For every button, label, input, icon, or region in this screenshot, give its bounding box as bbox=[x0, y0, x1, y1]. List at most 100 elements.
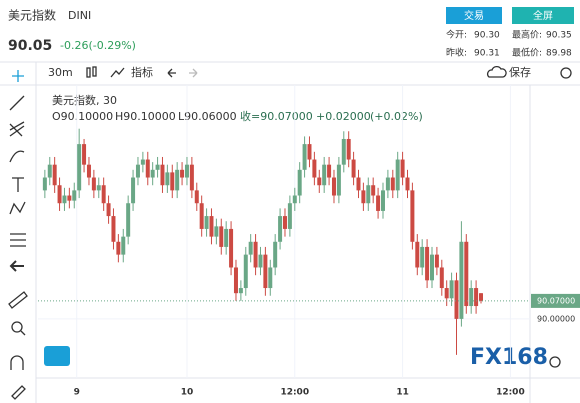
candle-body bbox=[180, 169, 185, 178]
trade-label[interactable]: 交易 bbox=[464, 9, 484, 22]
x-tick-label: 9 bbox=[74, 388, 80, 398]
axis-settings[interactable] bbox=[549, 356, 561, 368]
interval[interactable]: 30m bbox=[48, 66, 73, 79]
redo[interactable] bbox=[189, 68, 198, 78]
stat-label: 今开: bbox=[446, 29, 467, 41]
candle-body bbox=[307, 144, 312, 160]
candle-body bbox=[189, 164, 194, 191]
candle-body bbox=[336, 164, 341, 196]
candle-body bbox=[238, 288, 243, 294]
candle-body bbox=[464, 241, 469, 307]
candle-body bbox=[327, 164, 332, 178]
candle-body bbox=[77, 144, 82, 191]
candle-body bbox=[371, 185, 376, 196]
candle-icon[interactable] bbox=[86, 66, 97, 78]
last-price-label: 90.07000 bbox=[537, 296, 575, 305]
candle-body bbox=[292, 195, 297, 204]
stat-label: 最高价: bbox=[512, 29, 542, 41]
candle-body bbox=[312, 159, 317, 178]
candle-body bbox=[429, 254, 434, 281]
candle-body bbox=[106, 203, 111, 217]
candle-body bbox=[219, 226, 224, 247]
indicator-icon[interactable] bbox=[110, 67, 125, 78]
candle-body bbox=[282, 216, 287, 229]
save[interactable]: 保存 bbox=[509, 65, 531, 79]
candle-body bbox=[67, 195, 72, 201]
candle-body bbox=[62, 195, 67, 204]
candle-body bbox=[155, 164, 160, 170]
settings-icon[interactable] bbox=[560, 67, 572, 79]
fullscreen-button[interactable] bbox=[512, 7, 574, 24]
candle-body bbox=[42, 177, 47, 191]
candle-body bbox=[410, 190, 415, 242]
x-tick-label: 11 bbox=[396, 388, 409, 398]
stat-value: 89.98 bbox=[546, 49, 572, 59]
candle-body bbox=[135, 164, 140, 178]
cloud-icon[interactable] bbox=[487, 65, 507, 78]
trade-button[interactable] bbox=[446, 7, 502, 24]
legend-value: (+0.02%) bbox=[370, 110, 423, 123]
candle-body bbox=[160, 164, 165, 186]
candle-body bbox=[224, 228, 229, 247]
title: 美元指数 bbox=[8, 8, 56, 23]
candle-body bbox=[263, 254, 268, 289]
candle-body bbox=[346, 138, 351, 160]
candle-body bbox=[297, 169, 302, 196]
candle-body bbox=[175, 169, 180, 191]
symbol: DINI bbox=[68, 9, 91, 22]
candle-body bbox=[91, 177, 96, 191]
candle-body bbox=[150, 169, 155, 178]
y-tick-label: 90.00000 bbox=[537, 314, 575, 323]
legend-value: O90.10000 bbox=[52, 110, 113, 123]
candle-body bbox=[86, 164, 91, 178]
stat-label: 昨收: bbox=[446, 47, 467, 59]
candle-body bbox=[351, 159, 356, 178]
candle-body bbox=[425, 246, 430, 281]
undo[interactable] bbox=[167, 68, 176, 78]
candle-body bbox=[331, 177, 336, 196]
candle-body bbox=[268, 267, 273, 289]
logo-button[interactable] bbox=[44, 346, 70, 366]
indicators[interactable]: 指标 bbox=[131, 65, 153, 79]
candle-body bbox=[184, 164, 189, 178]
candle-body bbox=[405, 177, 410, 191]
candle-body bbox=[209, 216, 214, 237]
candle-body bbox=[121, 236, 126, 255]
candle-body bbox=[52, 164, 57, 186]
stat-value: 90.30 bbox=[474, 31, 500, 41]
legend-value: H90.10000 bbox=[115, 110, 176, 123]
candle-body bbox=[380, 190, 385, 211]
candle-body bbox=[126, 203, 131, 237]
legend-title: 美元指数, 30 bbox=[52, 93, 117, 107]
left-toolbar[interactable] bbox=[8, 70, 28, 400]
x-tick-label: 12:00 bbox=[280, 388, 309, 398]
candle-body bbox=[434, 254, 439, 268]
legend-value: L90.06000 bbox=[178, 110, 237, 123]
candle-body bbox=[140, 159, 145, 165]
change: -0.26(-0.29%) bbox=[60, 39, 136, 52]
candle-body bbox=[214, 226, 219, 237]
candle-body bbox=[317, 177, 322, 186]
candle-body bbox=[478, 293, 483, 301]
candle-body bbox=[243, 254, 248, 289]
stat-value: 90.31 bbox=[474, 49, 500, 59]
candle-body bbox=[385, 177, 390, 191]
candle-body bbox=[287, 203, 292, 229]
candle-body bbox=[258, 254, 263, 268]
candle-body bbox=[96, 185, 101, 191]
candle-body bbox=[116, 241, 121, 255]
fullscreen-label[interactable]: 全屏 bbox=[533, 9, 553, 22]
candle-body bbox=[474, 288, 479, 307]
candle-body bbox=[400, 159, 405, 178]
candle-body bbox=[101, 185, 106, 204]
candle-body bbox=[253, 241, 258, 268]
candle-body bbox=[395, 159, 400, 191]
candle-body bbox=[469, 288, 474, 307]
candle-body bbox=[204, 216, 209, 229]
price: 90.05 bbox=[8, 38, 52, 54]
candle-body bbox=[165, 172, 170, 186]
candle-body bbox=[47, 164, 52, 178]
candle-body bbox=[459, 241, 464, 319]
candle-body bbox=[199, 203, 204, 229]
last-price-box bbox=[531, 293, 580, 308]
